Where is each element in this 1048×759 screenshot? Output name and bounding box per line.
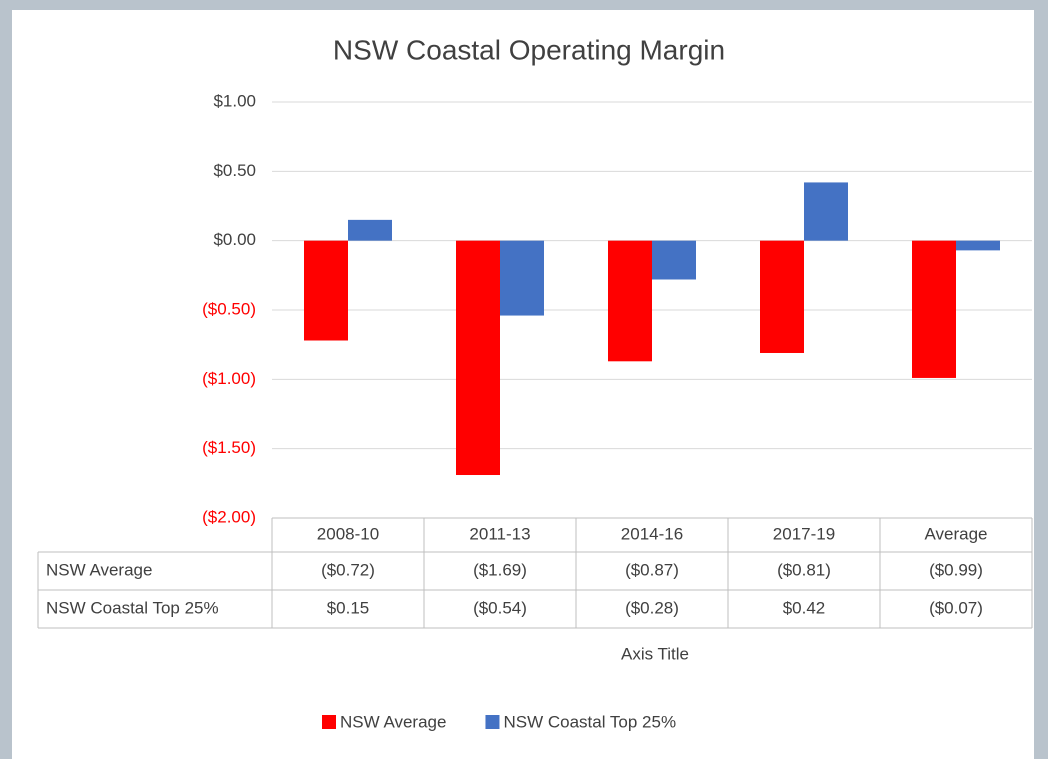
y-tick-label: ($1.50) — [202, 438, 256, 457]
bar — [304, 241, 348, 341]
legend-swatch — [322, 715, 336, 729]
legend-swatch — [485, 715, 499, 729]
table-value: ($0.54) — [473, 598, 527, 617]
y-tick-label: $0.50 — [213, 161, 256, 180]
bar — [348, 220, 392, 241]
table-value: ($0.99) — [929, 560, 983, 579]
bar — [912, 241, 956, 378]
y-tick-label: ($1.00) — [202, 369, 256, 388]
table-value: $0.42 — [783, 598, 826, 617]
y-tick-label: ($0.50) — [202, 299, 256, 318]
table-row-label: NSW Coastal Top 25% — [46, 598, 219, 617]
bar — [652, 241, 696, 280]
bar — [456, 241, 500, 475]
legend-label: NSW Coastal Top 25% — [503, 712, 676, 731]
table-value: ($0.72) — [321, 560, 375, 579]
x-tick-label: 2008-10 — [317, 524, 379, 543]
table-value: $0.15 — [327, 598, 370, 617]
chart-area — [12, 10, 1034, 759]
bar — [500, 241, 544, 316]
y-tick-label: $1.00 — [213, 91, 256, 110]
table-value: ($0.81) — [777, 560, 831, 579]
bar — [804, 182, 848, 240]
table-value: ($0.87) — [625, 560, 679, 579]
bar — [956, 241, 1000, 251]
bar — [760, 241, 804, 353]
table-value: ($1.69) — [473, 560, 527, 579]
y-tick-label: ($2.00) — [202, 507, 256, 526]
page: {"chart_data": {"type": "bar", "title": … — [0, 0, 1048, 759]
x-tick-label: 2011-13 — [469, 524, 530, 543]
chart-title: NSW Coastal Operating Margin — [333, 34, 725, 65]
x-tick-label: Average — [924, 524, 987, 543]
table-value: ($0.28) — [625, 598, 679, 617]
table-value: ($0.07) — [929, 598, 983, 617]
chart: NSW Coastal Operating Margin Axis Title … — [0, 0, 1048, 759]
bar — [608, 241, 652, 362]
table-row-label: NSW Average — [46, 560, 152, 579]
x-tick-label: 2017-19 — [773, 524, 835, 543]
y-tick-label: $0.00 — [213, 230, 256, 249]
x-tick-label: 2014-16 — [621, 524, 683, 543]
legend-label: NSW Average — [340, 712, 446, 731]
axis-title: Axis Title — [621, 644, 689, 663]
